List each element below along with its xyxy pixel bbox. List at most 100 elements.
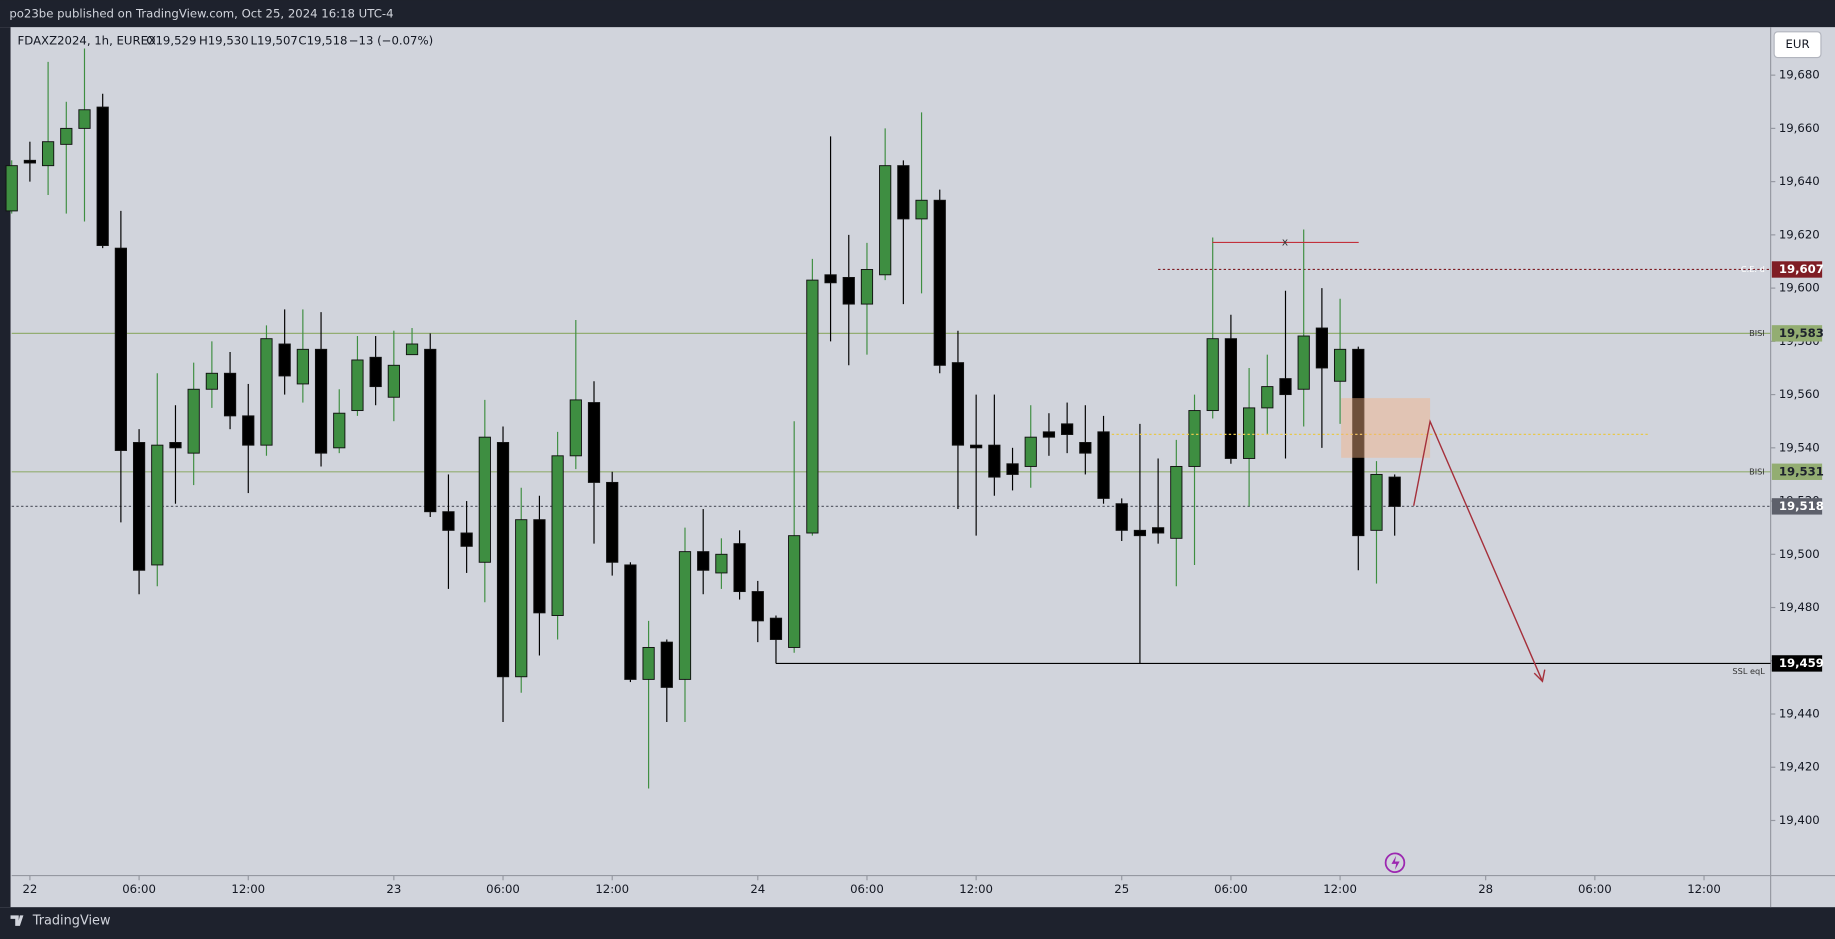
- currency-button[interactable]: [1773, 31, 1822, 59]
- x-tick-label: 12:00: [1687, 882, 1721, 896]
- price-tag: [1771, 655, 1823, 672]
- candle-body: [715, 553, 728, 574]
- x-tick-label: 28: [1478, 882, 1493, 896]
- y-tick-label: 19,600: [1779, 281, 1820, 295]
- candle-body: [915, 199, 928, 220]
- candle-body: [1115, 503, 1128, 531]
- candle-body: [1024, 436, 1037, 467]
- x-tick-label: 06:00: [850, 882, 884, 896]
- y-tick-label: 19,440: [1779, 707, 1820, 721]
- candle-body: [151, 444, 164, 566]
- price-tag: [1771, 498, 1823, 515]
- currency-label: EUR: [1786, 37, 1810, 51]
- plot: 19,40019,42019,44019,46019,48019,50019,5…: [5, 48, 1824, 896]
- price-tag-label: 19,459: [1779, 656, 1824, 670]
- candle-body: [442, 511, 455, 531]
- x-tick-label: 22: [22, 882, 37, 896]
- candle-body: [223, 372, 237, 417]
- brand-logo: [10, 915, 24, 926]
- y-tick-label: 19,620: [1779, 227, 1820, 241]
- candle-body: [569, 399, 582, 457]
- candle-body: [1061, 423, 1074, 435]
- candle-body: [606, 481, 619, 563]
- x-tick-label: 12:00: [595, 882, 629, 896]
- level-text: C.E. d: [1741, 264, 1765, 274]
- candle-body: [842, 276, 855, 305]
- candle-body: [314, 348, 328, 454]
- candle-body: [988, 444, 1001, 478]
- candle-body: [187, 388, 200, 454]
- y-tick-label: 19,680: [1779, 68, 1820, 82]
- price-tag-label: 19,607: [1779, 262, 1824, 276]
- candle-body: [769, 617, 783, 640]
- x-tick-label: 25: [1114, 882, 1129, 896]
- candle-body: [424, 348, 437, 513]
- candle-body: [551, 455, 564, 616]
- candle-body: [587, 402, 601, 483]
- candle-body: [60, 127, 73, 145]
- y-tick-label: 19,560: [1779, 387, 1820, 401]
- price-tag-label: 19,583: [1779, 326, 1824, 340]
- symbol: FDAXZ2024, 1h, EUREX: [18, 34, 156, 48]
- ohlc-open: O19,529: [146, 34, 196, 48]
- event-icon-bolt: [1391, 855, 1400, 870]
- left-border: [0, 27, 11, 908]
- candle-body: [1279, 378, 1292, 396]
- price-tag: [1771, 463, 1823, 480]
- price-tag-label: 19,531: [1779, 464, 1824, 478]
- candle-body: [624, 564, 637, 680]
- candle-body: [496, 442, 510, 678]
- drawing-arrowhead: [1533, 669, 1546, 683]
- candle-body: [1206, 338, 1219, 412]
- candle-body: [5, 165, 18, 212]
- ohlc-high: H19,530: [199, 34, 249, 48]
- candle-body: [879, 165, 892, 276]
- ohlc-change: −13 (−0.07%): [349, 34, 433, 48]
- x-tick-label: 06:00: [1214, 882, 1248, 896]
- publish-note: po23be published on TradingView.com, Oct…: [9, 7, 393, 21]
- brand: TradingView: [32, 914, 111, 929]
- candle-body: [351, 359, 364, 412]
- y-tick-label: 19,660: [1779, 121, 1820, 135]
- candle-body: [1097, 431, 1110, 499]
- x-tick-label: 24: [750, 882, 765, 896]
- candle-body: [1188, 410, 1201, 467]
- level-text: BISI: [1749, 328, 1765, 338]
- candle-body: [132, 442, 146, 571]
- candle-body: [897, 165, 910, 220]
- x-tick-label: 06:00: [486, 882, 520, 896]
- chart-background: [0, 27, 1835, 908]
- candle-body: [733, 543, 746, 593]
- candle-body: [1079, 442, 1092, 454]
- candle-body: [1133, 529, 1147, 537]
- candle-body: [405, 343, 419, 356]
- y-tick-label: 19,420: [1779, 760, 1820, 774]
- candle-body: [114, 247, 127, 451]
- candle-body: [1333, 348, 1347, 382]
- price-tag: [1771, 325, 1823, 342]
- candle-body: [515, 519, 528, 678]
- candle-body: [478, 436, 491, 563]
- event-icon[interactable]: [1384, 852, 1406, 873]
- candle-body: [460, 532, 473, 547]
- candle-body: [1042, 431, 1056, 438]
- level-text: BISI: [1749, 466, 1765, 476]
- candle-body: [369, 356, 382, 388]
- x-tick-label: 12:00: [231, 882, 265, 896]
- candle-body: [660, 641, 673, 688]
- candle-body: [824, 274, 837, 284]
- ohlc-close: C19,518: [298, 34, 347, 48]
- drawing-mark: x: [1282, 236, 1288, 248]
- candle-body: [41, 141, 55, 167]
- y-tick-label: 19,400: [1779, 813, 1820, 827]
- candle-body: [1224, 338, 1238, 459]
- candle-body: [1370, 473, 1383, 531]
- candle-body: [678, 551, 692, 680]
- candle-body: [387, 364, 400, 398]
- candle-body: [642, 646, 655, 680]
- candle-body: [169, 442, 182, 449]
- candle-body: [1352, 348, 1365, 537]
- candle-body: [933, 199, 946, 366]
- candle-body: [1242, 407, 1256, 459]
